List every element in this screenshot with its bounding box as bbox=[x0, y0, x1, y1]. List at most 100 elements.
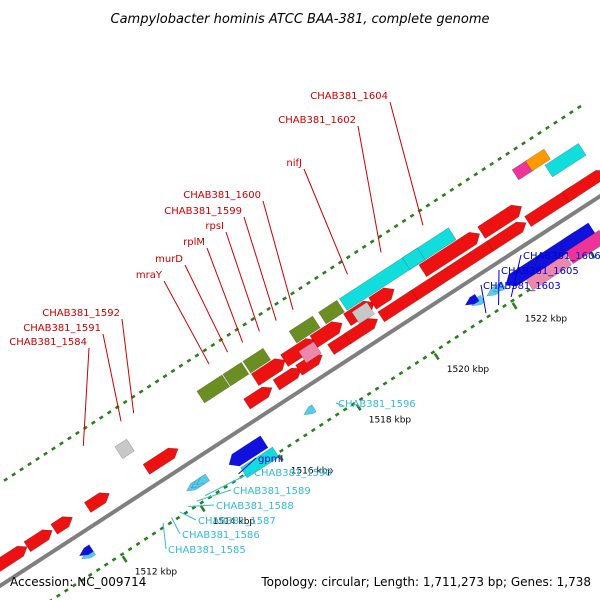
gc-dot bbox=[406, 365, 412, 371]
gc-dot bbox=[306, 280, 311, 286]
leader-line bbox=[510, 254, 522, 297]
gc-dot bbox=[449, 187, 455, 193]
gc-dot bbox=[103, 562, 109, 567]
genome-backbone bbox=[0, 193, 600, 589]
forward-gene-arrow bbox=[486, 221, 527, 252]
gc-dot bbox=[43, 451, 48, 456]
gc-dot bbox=[454, 334, 460, 340]
green-feature-block bbox=[288, 315, 321, 344]
gc-dot bbox=[191, 505, 197, 510]
gc-dot bbox=[159, 526, 165, 531]
gc-dot bbox=[529, 135, 534, 141]
tick-label: 1520 kbp bbox=[447, 365, 490, 375]
tick-label: 1516 kbp bbox=[291, 466, 334, 476]
gc-dot bbox=[361, 244, 367, 249]
gc-dot bbox=[290, 291, 295, 296]
gc-dot bbox=[27, 461, 32, 467]
gc-dot bbox=[274, 301, 279, 306]
gc-dot bbox=[11, 472, 17, 477]
leader-line bbox=[335, 402, 344, 407]
gc-dot bbox=[321, 270, 327, 275]
small-reverse-marker bbox=[492, 281, 507, 292]
gc-dot bbox=[318, 422, 324, 428]
leader-line bbox=[303, 168, 348, 275]
gc-dot bbox=[122, 399, 128, 405]
gc-dot bbox=[358, 396, 364, 402]
leader-line bbox=[188, 504, 215, 508]
gene-label-chab381_1587: CHAB381_1587 bbox=[198, 516, 276, 527]
gc-dot bbox=[502, 303, 507, 309]
gc-dot bbox=[425, 203, 431, 208]
forward-gene-box bbox=[250, 358, 286, 387]
gene-label-chab381_1589: CHAB381_1589 bbox=[233, 486, 311, 497]
tick-mark bbox=[121, 555, 128, 563]
gene-label-chab381_1585: CHAB381_1585 bbox=[168, 545, 246, 556]
gc-dot bbox=[298, 286, 303, 291]
gc-dot bbox=[385, 229, 391, 234]
forward-gene-arrow bbox=[561, 169, 600, 203]
gc-dot bbox=[183, 510, 189, 516]
gc-dot bbox=[98, 415, 104, 420]
gc-dot bbox=[576, 104, 582, 110]
gc-dot bbox=[345, 254, 351, 260]
gc-dot bbox=[422, 355, 428, 360]
gene-label-chab381_1588: CHAB381_1588 bbox=[216, 501, 294, 512]
gc-dot bbox=[162, 373, 168, 379]
gene-label-chab381_1602: CHAB381_1602 bbox=[278, 115, 356, 126]
gc-dot bbox=[537, 130, 542, 136]
genome-stats-text: Topology: circular; Length: 1,711,273 bp… bbox=[260, 575, 591, 589]
gene-label-chab381_1590: CHAB381_1590 bbox=[254, 468, 332, 479]
gc-dot bbox=[473, 172, 479, 177]
leader-line bbox=[102, 333, 122, 422]
gc-dot bbox=[334, 412, 340, 417]
forward-gene-arrow bbox=[343, 318, 379, 345]
gc-dot bbox=[294, 438, 300, 443]
gray-feature-block bbox=[114, 438, 135, 460]
gc-dot bbox=[258, 311, 264, 317]
gc-dot bbox=[545, 125, 550, 130]
gc-dot bbox=[326, 417, 332, 422]
gene-label-chab381_1584: CHAB381_1584 bbox=[9, 337, 87, 348]
gene-label-chab381_1600: CHAB381_1600 bbox=[183, 190, 261, 201]
green-feature-block bbox=[242, 347, 272, 374]
leader-line bbox=[480, 284, 487, 314]
gene-label-murd: murD bbox=[155, 254, 183, 265]
gc-track-outer bbox=[0, 104, 582, 485]
gc-dot bbox=[178, 363, 184, 368]
gc-dot bbox=[350, 402, 356, 407]
leader-line bbox=[225, 231, 260, 332]
gc-dot bbox=[457, 182, 463, 187]
leader-line bbox=[206, 247, 244, 343]
tick-mark bbox=[589, 251, 596, 259]
leader-line bbox=[196, 489, 232, 502]
gc-dot bbox=[111, 557, 117, 562]
gc-dot bbox=[433, 198, 439, 203]
gc-dot bbox=[342, 407, 348, 412]
gc-dot bbox=[329, 265, 335, 270]
leader-line bbox=[243, 216, 277, 321]
gc-dot bbox=[175, 515, 181, 521]
gc-dot bbox=[282, 296, 287, 301]
gc-dot bbox=[71, 583, 77, 588]
gc-dot bbox=[382, 381, 388, 386]
leader-line bbox=[389, 101, 424, 226]
gene-label-chab381_1603: CHAB381_1603 bbox=[483, 281, 561, 292]
gc-dot bbox=[353, 249, 359, 255]
gc-dot bbox=[568, 110, 574, 115]
tick-label: 1522 kbp bbox=[525, 314, 568, 324]
small-reverse-marker bbox=[196, 473, 211, 485]
leader-line bbox=[184, 264, 229, 353]
tick-mark bbox=[511, 302, 518, 310]
gc-dot bbox=[167, 521, 173, 526]
gene-label-chab381_1592: CHAB381_1592 bbox=[42, 308, 120, 319]
leader-line bbox=[162, 522, 167, 550]
forward-gene-arrow bbox=[23, 529, 53, 553]
leader-line bbox=[82, 347, 90, 446]
green-feature-block bbox=[222, 361, 250, 387]
tick-mark bbox=[355, 403, 362, 411]
gene-label-chab381_1586: CHAB381_1586 bbox=[182, 530, 260, 541]
gc-dot bbox=[202, 348, 208, 353]
green-feature-block bbox=[318, 299, 345, 325]
cyan-feature-block bbox=[338, 227, 457, 311]
gc-dot bbox=[170, 368, 176, 374]
